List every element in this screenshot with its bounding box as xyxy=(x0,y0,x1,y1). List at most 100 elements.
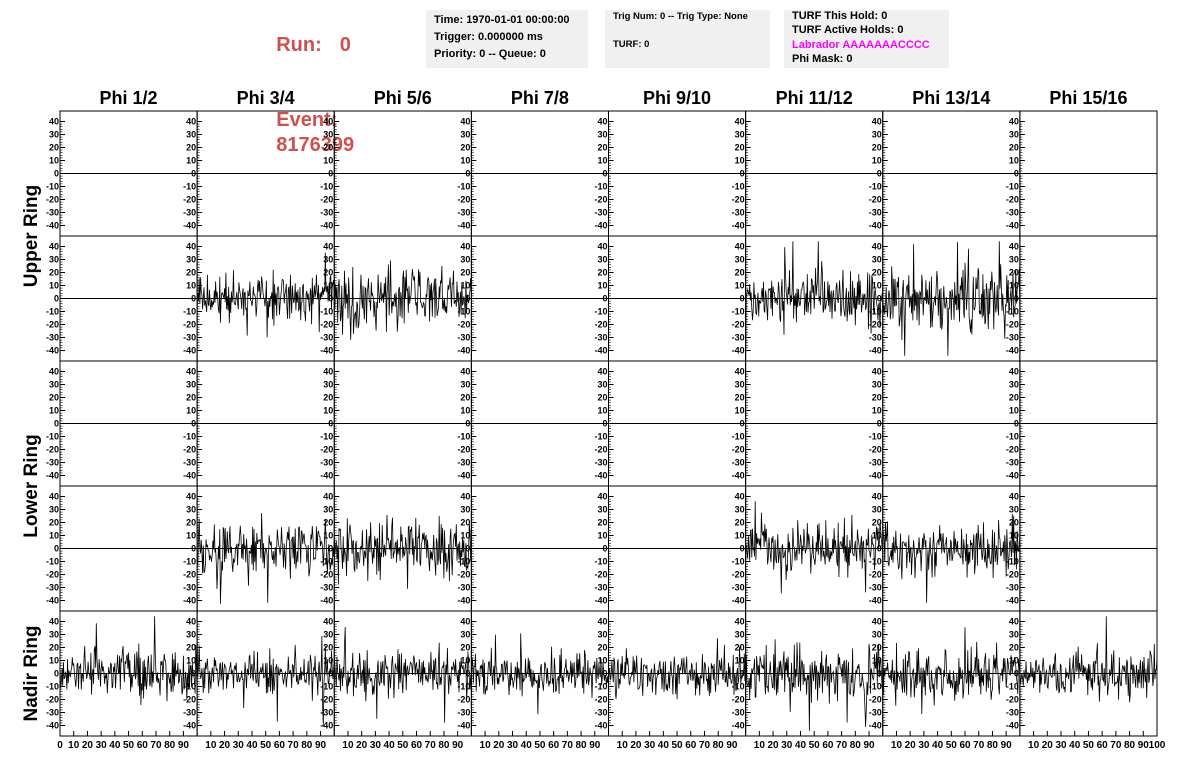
y-tick-label: -20 xyxy=(869,695,882,705)
x-tick-label: 30 xyxy=(781,740,793,751)
y-tick-label: -20 xyxy=(183,695,196,705)
y-tick-label: 0 xyxy=(191,294,196,304)
y-tick-label: 30 xyxy=(460,505,470,515)
y-tick-label: -10 xyxy=(46,682,59,692)
y-tick-label: 0 xyxy=(191,419,196,429)
y-tick-label: -10 xyxy=(46,557,59,567)
x-tick-label: 80 xyxy=(438,740,450,751)
y-tick-label: 10 xyxy=(597,531,607,541)
y-tick-label: -40 xyxy=(320,221,333,231)
y-tick-label: 30 xyxy=(323,380,333,390)
y-tick-label: 40 xyxy=(597,117,607,127)
y-tick-label: -20 xyxy=(732,570,745,580)
x-tick-label: 50 xyxy=(1083,740,1095,751)
y-tick-label: 40 xyxy=(186,617,196,627)
x-tick-label: 10 xyxy=(68,740,80,751)
y-tick-label: -10 xyxy=(183,682,196,692)
y-tick-label: 10 xyxy=(186,531,196,541)
x-tick-label: 90 xyxy=(315,740,327,751)
y-tick-label: -20 xyxy=(869,320,882,330)
y-tick-label: 40 xyxy=(735,117,745,127)
y-tick-label: 20 xyxy=(460,518,470,528)
y-tick-label: 30 xyxy=(872,630,882,640)
panel: -40 -30 -20 -10 0 10 20 30 40 xyxy=(594,360,747,487)
column-header: Phi 1/2 xyxy=(100,88,158,108)
ring-label: Upper Ring xyxy=(21,185,42,287)
y-tick-label: -40 xyxy=(732,721,745,731)
y-tick-label: -40 xyxy=(183,346,196,356)
x-tick-label: 10 xyxy=(480,740,492,751)
y-tick-label: 20 xyxy=(1009,143,1019,153)
y-tick-label: 0 xyxy=(740,669,745,679)
y-tick-label: 10 xyxy=(872,281,882,291)
ring-label: Lower Ring xyxy=(21,434,42,537)
y-tick-label: -30 xyxy=(46,708,59,718)
x-tick-label: 20 xyxy=(905,740,917,751)
y-tick-label: 0 xyxy=(877,169,882,179)
y-tick-label: 10 xyxy=(735,406,745,416)
y-tick-label: -20 xyxy=(732,320,745,330)
run-label: Run: xyxy=(276,34,322,56)
y-tick-label: 10 xyxy=(460,281,470,291)
y-tick-label: 10 xyxy=(49,406,59,416)
y-tick-label: 40 xyxy=(1009,117,1019,127)
y-tick-label: 10 xyxy=(1009,406,1019,416)
x-tick-label: 40 xyxy=(932,740,944,751)
y-tick-label: 0 xyxy=(191,169,196,179)
y-tick-label: 10 xyxy=(460,531,470,541)
y-tick-label: 0 xyxy=(602,294,607,304)
y-tick-label: 40 xyxy=(735,617,745,627)
y-tick-label: 30 xyxy=(1009,255,1019,265)
y-tick-label: -40 xyxy=(594,221,607,231)
y-tick-label: 0 xyxy=(465,169,470,179)
y-tick-label: -20 xyxy=(1006,570,1019,580)
waveform-trace xyxy=(59,616,198,706)
y-tick-label: 40 xyxy=(460,617,470,627)
y-tick-label: -30 xyxy=(869,333,882,343)
y-tick-label: 30 xyxy=(460,130,470,140)
x-tick-label: 10 xyxy=(1028,740,1040,751)
column-header: Phi 9/10 xyxy=(643,88,711,108)
y-tick-label: -10 xyxy=(1006,182,1019,192)
y-tick-label: 0 xyxy=(54,419,59,429)
x-tick-label: 20 xyxy=(1042,740,1054,751)
y-tick-label: -30 xyxy=(183,208,196,218)
y-tick-label: 20 xyxy=(735,143,745,153)
panel: -40 -30 -20 -10 0 10 20 30 40 xyxy=(869,610,1021,737)
y-tick-label: 0 xyxy=(602,169,607,179)
x-tick-label: 10 xyxy=(891,740,903,751)
y-tick-label: 40 xyxy=(872,242,882,252)
y-tick-label: -30 xyxy=(594,333,607,343)
y-tick-label: 10 xyxy=(872,156,882,166)
y-tick-label: -20 xyxy=(46,445,59,455)
x-tick-label: 30 xyxy=(233,740,245,751)
y-tick-label: -40 xyxy=(869,596,882,606)
y-tick-label: -40 xyxy=(320,721,333,731)
y-tick-label: 30 xyxy=(49,380,59,390)
y-tick-label: 20 xyxy=(872,518,882,528)
y-tick-label: -10 xyxy=(457,307,470,317)
y-tick-label: -20 xyxy=(183,195,196,205)
time-text: Time: 1970-01-01 00:00:00 xyxy=(434,14,570,26)
y-tick-label: 40 xyxy=(1009,367,1019,377)
y-tick-label: -20 xyxy=(183,445,196,455)
y-tick-label: 40 xyxy=(323,367,333,377)
y-tick-label: 10 xyxy=(597,156,607,166)
y-tick-label: 30 xyxy=(597,380,607,390)
column-header: Phi 15/16 xyxy=(1049,88,1127,108)
y-tick-label: 0 xyxy=(465,544,470,554)
waveform-trace xyxy=(745,501,884,594)
x-tick-label: 80 xyxy=(850,740,862,751)
y-tick-label: -10 xyxy=(594,432,607,442)
y-tick-label: -20 xyxy=(46,320,59,330)
y-tick-label: 10 xyxy=(323,406,333,416)
y-tick-label: 0 xyxy=(602,544,607,554)
x-tick-label: 90 xyxy=(589,740,601,751)
y-tick-label: 30 xyxy=(186,255,196,265)
y-tick-label: 0 xyxy=(54,294,59,304)
y-tick-label: -10 xyxy=(869,307,882,317)
y-tick-label: -30 xyxy=(594,583,607,593)
y-tick-label: 40 xyxy=(872,117,882,127)
y-tick-label: -20 xyxy=(457,195,470,205)
panel: -40 -30 -20 -10 0 10 20 30 40 xyxy=(183,610,335,737)
